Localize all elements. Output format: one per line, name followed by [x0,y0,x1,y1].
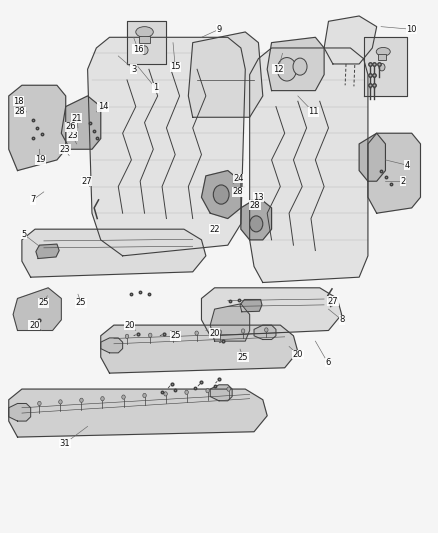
Text: 27: 27 [328,297,338,305]
Text: 10: 10 [406,25,417,34]
Polygon shape [364,37,407,96]
Polygon shape [210,385,232,401]
Text: 28: 28 [232,188,243,196]
Polygon shape [9,85,66,171]
Circle shape [141,46,148,54]
Text: 8: 8 [339,316,344,324]
Polygon shape [101,325,298,373]
Polygon shape [267,37,324,91]
Text: 25: 25 [170,332,180,340]
Circle shape [195,331,198,335]
Circle shape [265,328,268,332]
Circle shape [241,329,245,333]
Text: 15: 15 [170,62,180,71]
Circle shape [125,334,129,338]
Text: 25: 25 [238,353,248,361]
Polygon shape [250,48,368,282]
Text: 20: 20 [209,329,220,337]
Polygon shape [241,197,272,240]
Circle shape [379,63,385,71]
Circle shape [80,398,83,402]
Bar [378,54,386,60]
Polygon shape [88,37,245,256]
Text: 11: 11 [308,108,318,116]
Text: 3: 3 [131,65,136,74]
Text: 25: 25 [39,298,49,307]
Polygon shape [188,32,263,117]
Circle shape [206,389,209,393]
Text: 28: 28 [15,108,25,116]
Polygon shape [201,288,342,336]
Bar [139,36,150,43]
Text: 24: 24 [233,174,244,183]
Circle shape [227,387,230,391]
Circle shape [172,332,175,336]
Circle shape [250,216,263,232]
Text: 20: 20 [124,321,134,329]
Text: 19: 19 [35,156,46,164]
Polygon shape [324,16,377,64]
Text: 2: 2 [400,177,406,185]
Polygon shape [13,288,61,330]
Text: 4: 4 [405,161,410,169]
Polygon shape [101,338,123,353]
Text: 23: 23 [60,145,70,154]
Text: 21: 21 [71,114,82,123]
Text: 26: 26 [66,123,76,131]
Circle shape [148,333,152,337]
Polygon shape [201,171,241,219]
Text: 9: 9 [216,25,222,34]
Circle shape [293,58,307,75]
Text: 7: 7 [30,196,35,204]
Polygon shape [368,133,420,213]
Polygon shape [254,325,276,340]
Circle shape [185,390,188,394]
Polygon shape [359,133,385,181]
Polygon shape [61,96,101,149]
Text: 12: 12 [273,65,283,74]
Polygon shape [127,21,166,64]
Text: 23: 23 [67,132,78,140]
Circle shape [218,330,222,334]
Circle shape [143,393,146,398]
Text: 20: 20 [293,350,303,359]
Text: 5: 5 [21,230,27,239]
Circle shape [38,401,41,406]
Polygon shape [210,304,250,341]
Circle shape [213,185,229,204]
Circle shape [164,392,167,396]
Polygon shape [9,403,31,421]
Text: 20: 20 [29,321,39,329]
Text: 22: 22 [209,225,220,233]
Text: 27: 27 [81,177,92,185]
Text: 31: 31 [60,439,70,448]
Text: 6: 6 [325,358,330,367]
Text: 28: 28 [250,201,260,209]
Text: 25: 25 [76,298,86,307]
Text: 18: 18 [13,97,24,106]
Ellipse shape [136,27,153,37]
Polygon shape [240,300,262,312]
Polygon shape [9,389,267,437]
Circle shape [59,400,62,404]
Text: 1: 1 [153,84,158,92]
Text: 14: 14 [98,102,108,111]
Text: 16: 16 [133,45,143,53]
Circle shape [122,395,125,399]
Circle shape [101,397,104,401]
Text: 13: 13 [253,193,264,201]
Circle shape [277,58,297,81]
Polygon shape [22,229,206,277]
Polygon shape [36,244,59,259]
Ellipse shape [376,47,390,56]
